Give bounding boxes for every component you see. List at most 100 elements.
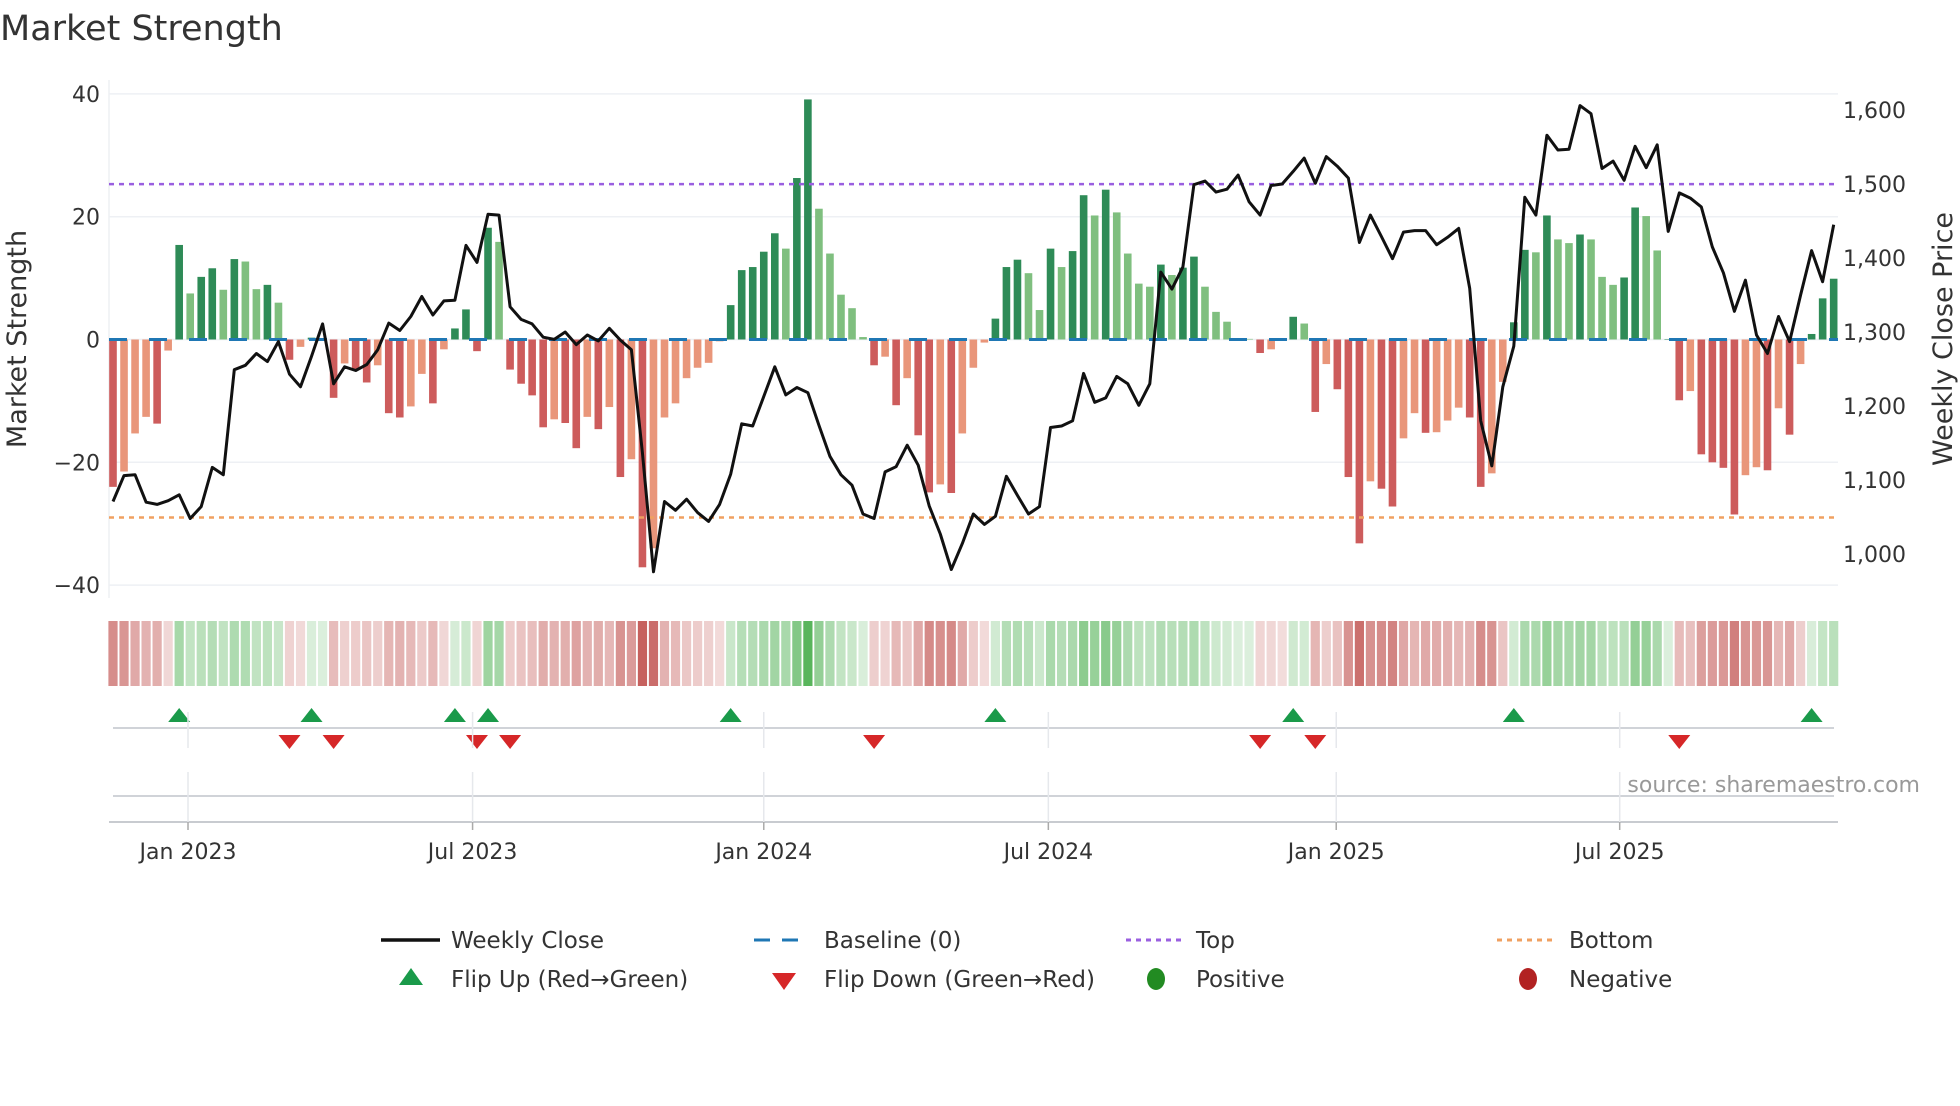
strength-bar: [704, 339, 713, 363]
strip-cell: [152, 621, 162, 686]
strip-cell: [461, 621, 471, 686]
strength-bar: [1807, 333, 1816, 340]
strip-cell: [1608, 621, 1618, 686]
strip-cell: [648, 621, 659, 686]
strip-cell: [560, 621, 570, 686]
strip-cell: [1520, 621, 1530, 686]
strength-bar: [892, 339, 900, 406]
strength-heat-strip: [108, 621, 1839, 686]
strength-bar: [462, 309, 470, 340]
strength-bar: [1774, 339, 1783, 409]
strip-cell: [1685, 621, 1695, 686]
positive-dot-icon: [1147, 968, 1165, 990]
strength-bar: [153, 339, 161, 424]
legend-bottom: Bottom: [1569, 928, 1653, 954]
strength-bar: [1300, 323, 1309, 340]
chart-title: Market Strength: [0, 9, 283, 49]
flip-up-marker: [1282, 708, 1305, 722]
strip-cell: [538, 621, 548, 686]
strength-bar: [1421, 339, 1430, 433]
strength-bar: [958, 339, 967, 434]
strength-bar: [1399, 339, 1408, 439]
legend: Weekly Close Baseline (0) Top Bottom Fli…: [381, 928, 1672, 993]
strength-bar: [550, 339, 558, 420]
strip-cell: [913, 621, 923, 686]
x-tick-label: Jul 2023: [426, 840, 518, 865]
flip-up-marker: [300, 708, 323, 722]
strip-cell: [240, 621, 250, 686]
strength-bar: [285, 339, 294, 360]
strength-bar: [870, 339, 878, 366]
strength-bar: [451, 328, 459, 340]
strength-bar: [1311, 339, 1320, 412]
flip-up-marker: [719, 708, 742, 722]
strip-cell: [704, 621, 714, 686]
strip-cell: [748, 621, 758, 686]
strip-cell: [108, 621, 118, 686]
strip-cell: [1068, 621, 1078, 686]
strength-bar: [208, 268, 217, 340]
legend-positive: Positive: [1196, 967, 1285, 993]
right-axis-ticks: 1,600 1,500 1,400 1,300 1,200 1,100 1,000: [1843, 99, 1906, 568]
strip-cell: [626, 621, 637, 686]
strip-cell: [1795, 621, 1806, 686]
strip-cell: [1674, 621, 1684, 686]
strength-bar: [583, 339, 592, 417]
strength-bar: [991, 318, 1000, 340]
strength-bar: [1752, 339, 1761, 468]
strength-bar: [1697, 339, 1706, 455]
strength-bar: [660, 339, 669, 418]
strength-bar: [1101, 189, 1110, 340]
strip-cell: [516, 621, 526, 686]
strength-bar: [1796, 339, 1805, 365]
strength-bar: [837, 294, 845, 340]
strength-bar: [1410, 339, 1419, 414]
strength-bar: [418, 339, 426, 374]
strip-cell: [1498, 621, 1508, 686]
strip-cell: [1487, 621, 1497, 686]
strength-bar: [252, 289, 261, 340]
strip-cell: [968, 621, 978, 686]
strength-bar: [351, 339, 360, 369]
strip-cell: [803, 621, 813, 686]
strength-bar: [1035, 310, 1044, 340]
flip-up-marker: [443, 708, 466, 722]
strip-cell: [417, 621, 427, 686]
strength-bar: [1664, 339, 1673, 340]
strength-bar: [241, 261, 250, 340]
strength-bar: [947, 339, 956, 493]
strength-bar: [440, 339, 448, 350]
strength-bar: [1013, 259, 1022, 340]
flip-down-marker: [322, 735, 345, 749]
strip-cell: [229, 621, 239, 686]
strength-bar: [1002, 267, 1011, 340]
strip-cell: [329, 621, 339, 686]
strength-bar: [1653, 250, 1661, 340]
strip-cell: [1211, 621, 1221, 686]
strength-bar: [429, 339, 437, 404]
strength-bar: [407, 339, 415, 407]
strength-bar: [627, 339, 636, 460]
strip-cell: [1112, 621, 1122, 686]
strength-bar: [782, 248, 790, 340]
strip-cell: [1079, 621, 1089, 686]
strip-cell: [990, 621, 1000, 686]
strength-bar: [748, 267, 757, 340]
strength-bar: [616, 339, 625, 478]
strip-cell: [505, 621, 515, 686]
strength-bar: [142, 339, 150, 417]
strip-cell: [582, 621, 592, 686]
strip-cell: [373, 621, 383, 686]
strip-cell: [924, 621, 934, 686]
strip-cell: [1718, 621, 1728, 686]
strength-bar: [395, 339, 404, 418]
strip-cell: [659, 621, 670, 686]
strip-cell: [1244, 621, 1254, 686]
strip-cell: [1398, 621, 1409, 686]
strip-cell: [1332, 621, 1342, 686]
strip-cell: [1343, 621, 1353, 686]
strength-bar: [936, 339, 945, 485]
strip-cell: [406, 621, 416, 686]
strip-cell: [1454, 621, 1464, 686]
strip-cell: [1597, 621, 1607, 686]
